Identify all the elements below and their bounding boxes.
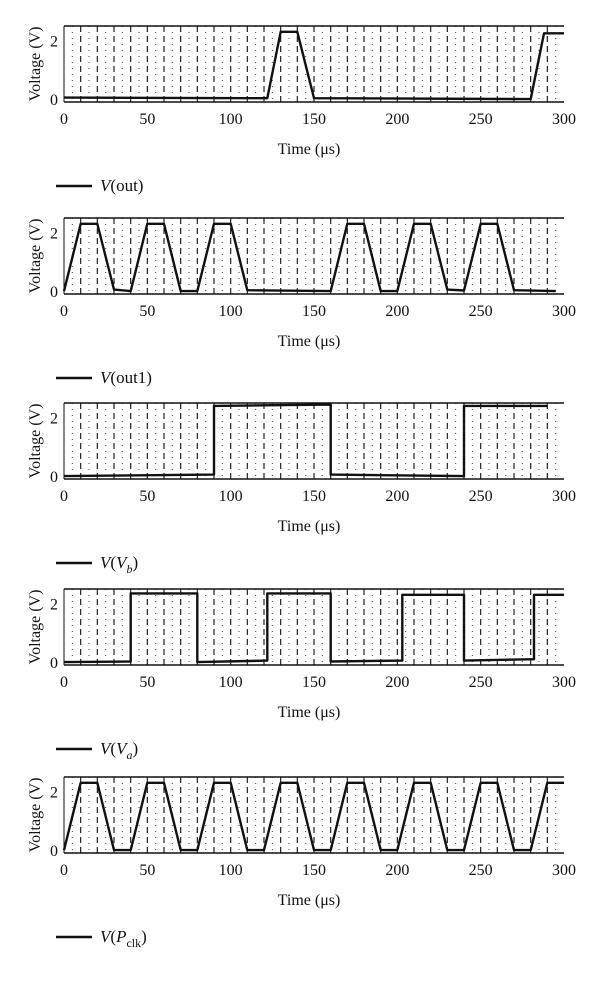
y-tick-label: 2: [50, 411, 58, 428]
legend-label: V(Vb): [100, 553, 138, 576]
x-tick-label: 50: [139, 488, 155, 505]
chart-panel-5: 0 2 0 50 100 150 200 250 300 Voltage (V) Time (μs)…: [27, 776, 576, 950]
y-axis-label: Voltage (V): [27, 590, 44, 665]
legend-label: V(out): [100, 176, 143, 195]
waveform-series-1: [63, 403, 548, 478]
x-tick-label: 300: [552, 488, 576, 505]
x-axis-label: Time (μs): [278, 141, 341, 158]
x-axis-label: Time (μs): [278, 333, 341, 350]
x-tick-label: 100: [219, 111, 243, 128]
x-tick-label: 300: [552, 674, 576, 691]
x-tick-label: 200: [385, 674, 409, 691]
x-tick-label: 300: [552, 862, 576, 879]
x-axis-label: Time (μs): [278, 892, 341, 909]
x-tick-label: 150: [302, 303, 326, 320]
x-tick-label: 0: [60, 303, 68, 320]
y-tick-label: 2: [50, 34, 58, 51]
x-tick-label: 0: [60, 674, 68, 691]
y-tick-label: 2: [50, 226, 58, 243]
legend-label: V(Pclk): [100, 927, 147, 950]
x-tick-label: 100: [219, 488, 243, 505]
y-tick-label: 0: [50, 284, 58, 301]
waveform-series-1: [63, 592, 564, 664]
y-tick-label: 2: [50, 785, 58, 802]
x-tick-label: 0: [60, 111, 68, 128]
x-tick-label: 50: [139, 303, 155, 320]
x-tick-label: 100: [219, 862, 243, 879]
x-tick-label: 300: [552, 111, 576, 128]
legend-label: V(out1): [100, 368, 152, 387]
chart-panel-2: 0 2 0 50 100 150 200 250 300 Voltage (V) Time (μs)…: [27, 217, 576, 387]
x-tick-label: 150: [302, 111, 326, 128]
x-axis-label: Time (μs): [278, 518, 341, 535]
x-tick-label: 0: [60, 862, 68, 879]
x-tick-label: 100: [219, 303, 243, 320]
y-tick-label: 0: [50, 469, 58, 486]
chart-panel-3: 0 2 0 50 100 150 200 250 300 Voltage (V) Time (μs)…: [27, 402, 576, 576]
legend-label: V(Va): [100, 739, 138, 762]
x-tick-label: 200: [385, 862, 409, 879]
waveform-series-1: [62, 222, 556, 293]
y-tick-label: 0: [50, 655, 58, 672]
x-tick-label: 250: [469, 303, 493, 320]
x-tick-label: 50: [139, 111, 155, 128]
x-tick-label: 200: [385, 303, 409, 320]
x-tick-label: 250: [469, 674, 493, 691]
x-tick-label: 150: [302, 674, 326, 691]
x-tick-label: 100: [219, 674, 243, 691]
x-tick-label: 200: [385, 111, 409, 128]
y-axis-label: Voltage (V): [27, 778, 44, 853]
x-tick-label: 0: [60, 488, 68, 505]
chart-panel-1: 0 2 0 50 100 150 200 250 300 Voltage (V) Time (μs)…: [27, 25, 576, 195]
x-tick-label: 50: [139, 862, 155, 879]
x-tick-label: 200: [385, 488, 409, 505]
y-axis-label: Voltage (V): [27, 219, 44, 294]
x-tick-label: 150: [302, 488, 326, 505]
x-tick-label: 250: [469, 862, 493, 879]
y-tick-label: 2: [50, 597, 58, 614]
y-axis-label: Voltage (V): [27, 404, 44, 479]
x-tick-label: 300: [552, 303, 576, 320]
x-tick-label: 150: [302, 862, 326, 879]
y-tick-label: 0: [50, 843, 58, 860]
y-axis-label: Voltage (V): [27, 27, 44, 102]
y-tick-label: 0: [50, 92, 58, 109]
x-tick-label: 250: [469, 111, 493, 128]
waveform-series-1: [62, 781, 564, 852]
x-tick-label: 250: [469, 488, 493, 505]
x-tick-label: 50: [139, 674, 155, 691]
chart-panel-4: 0 2 0 50 100 150 200 250 300 Voltage (V) Time (μs)…: [27, 588, 576, 762]
x-axis-label: Time (μs): [278, 704, 341, 721]
waveform-series-1: [63, 30, 564, 101]
